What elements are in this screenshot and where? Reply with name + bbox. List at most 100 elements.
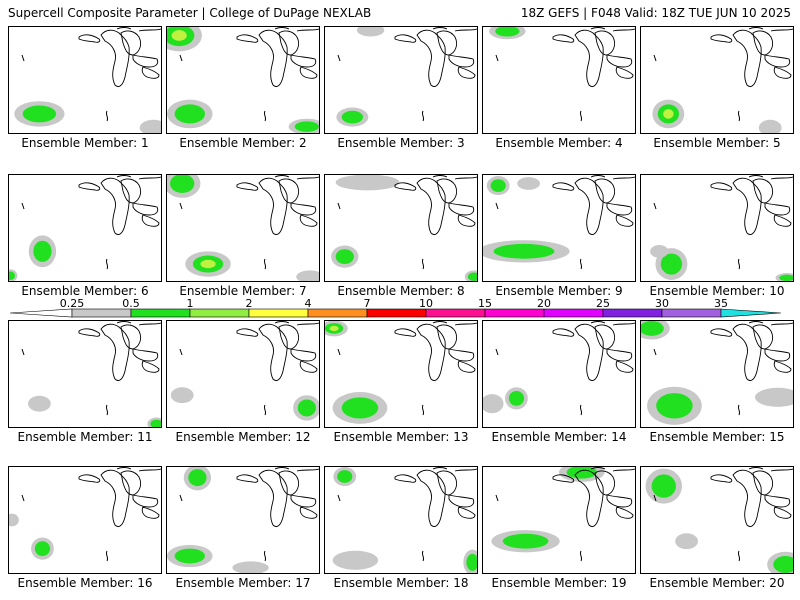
colorbar-tick-label: 2	[246, 298, 253, 310]
member-label: Ensemble Member: 2	[179, 136, 307, 150]
coastline	[579, 110, 583, 122]
scp-contour-light	[356, 27, 385, 37]
scp-contour-mid	[660, 253, 683, 275]
map-canvas	[650, 175, 793, 281]
coastline	[263, 258, 267, 270]
colorbar-tick-label: 35	[714, 298, 728, 310]
coastline	[552, 328, 575, 337]
scp-contour-light	[675, 533, 698, 550]
coastline	[552, 182, 575, 191]
coastline	[432, 467, 448, 470]
member-label: Ensemble Member: 20	[649, 576, 785, 590]
scp-contour-mid	[9, 271, 16, 280]
coastline	[495, 54, 499, 62]
coastline	[710, 182, 733, 191]
map-canvas	[21, 321, 161, 427]
member-label: Ensemble Member: 9	[495, 284, 623, 298]
coastline	[552, 474, 575, 483]
scp-contour-mid	[467, 272, 477, 281]
scp-contour-mid	[656, 393, 693, 419]
colorbar-tick-label: 30	[655, 298, 669, 310]
map-canvas	[483, 321, 635, 416]
coastline	[105, 110, 109, 122]
coastline	[737, 258, 741, 270]
coastline	[132, 348, 159, 362]
coastline	[732, 29, 762, 88]
coastline	[78, 328, 101, 337]
coastline	[454, 176, 477, 180]
coastline	[454, 468, 477, 472]
ensemble-map-panel	[482, 466, 636, 574]
coastline	[457, 214, 476, 227]
scp-contour-high	[329, 325, 339, 332]
coastline	[574, 323, 604, 382]
coastline	[299, 214, 318, 227]
coastline	[732, 177, 762, 236]
colorbar-arrow-left	[10, 308, 73, 318]
colorbar-segment	[425, 308, 486, 318]
colorbar-segment	[307, 308, 368, 318]
coastline	[416, 323, 446, 382]
member-label: Ensemble Member: 10	[649, 284, 785, 298]
colorbar-tick-label: 0.25	[60, 298, 85, 310]
coastline	[278, 178, 300, 204]
coastline	[116, 467, 132, 470]
coastline	[612, 28, 635, 32]
coastline	[337, 348, 341, 356]
coastline	[263, 404, 267, 416]
coastline	[120, 30, 142, 56]
coastline	[299, 360, 318, 373]
color-scale-bar: 0.25 0.5 1 2 4 7 10 15 20 25 30 35	[10, 298, 782, 318]
coastline	[448, 202, 475, 216]
scp-contour-light	[650, 244, 669, 258]
colorbar-segment	[366, 308, 427, 318]
scp-contour-mid	[493, 243, 555, 259]
scp-contour-high	[663, 109, 674, 119]
scp-contour-light	[28, 395, 51, 412]
scp-contour-light	[232, 561, 269, 573]
colorbar-segment	[484, 308, 545, 318]
coastline	[710, 474, 733, 483]
colorbar-tick-label: 20	[537, 298, 551, 310]
ensemble-map-panel	[640, 174, 794, 282]
coastline	[296, 176, 319, 180]
colorbar-tick-label: 15	[478, 298, 492, 310]
colorbar-tick-label: 0.5	[122, 298, 140, 310]
coastline	[748, 321, 764, 324]
ensemble-map-panel	[166, 26, 320, 134]
coastline	[773, 506, 792, 519]
coastline	[579, 550, 583, 562]
coastline	[132, 202, 159, 216]
coastline	[653, 348, 657, 356]
coastline	[436, 470, 458, 496]
coastline	[236, 328, 259, 337]
scp-contour-light	[335, 175, 400, 191]
ensemble-map-panel	[166, 320, 320, 428]
coastline	[138, 176, 161, 180]
coastline	[274, 467, 290, 470]
scp-contour-mid	[651, 474, 676, 498]
scp-contour-mid	[294, 121, 319, 132]
scp-contour-mid	[335, 249, 354, 265]
coastline	[612, 176, 635, 180]
colorbar-segment	[720, 308, 782, 318]
coastline	[436, 324, 458, 350]
coastline	[141, 214, 160, 227]
coastline	[105, 404, 109, 416]
member-label: Ensemble Member: 18	[333, 576, 469, 590]
coastline	[394, 328, 417, 337]
scp-contour-mid	[34, 541, 51, 557]
scp-contour-mid	[641, 321, 664, 336]
coastline	[421, 110, 425, 122]
coastline	[457, 66, 476, 79]
coastline	[179, 202, 183, 210]
coastline	[752, 324, 774, 350]
scp-contour-mid	[341, 397, 379, 419]
scp-contour-mid	[174, 104, 205, 124]
coastline	[770, 322, 793, 326]
scp-contour-light	[332, 550, 379, 570]
coastline	[296, 322, 319, 326]
coastline	[21, 54, 25, 62]
coastline	[290, 202, 317, 216]
coastline	[737, 550, 741, 562]
